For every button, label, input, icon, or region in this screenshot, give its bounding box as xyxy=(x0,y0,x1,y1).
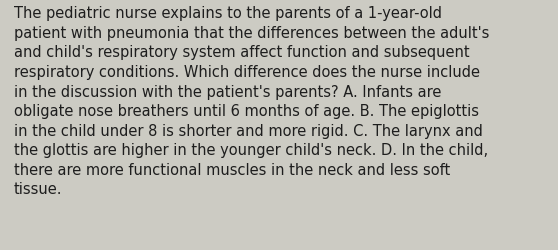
Text: The pediatric nurse explains to the parents of a 1-year-old
patient with pneumon: The pediatric nurse explains to the pare… xyxy=(14,6,489,196)
